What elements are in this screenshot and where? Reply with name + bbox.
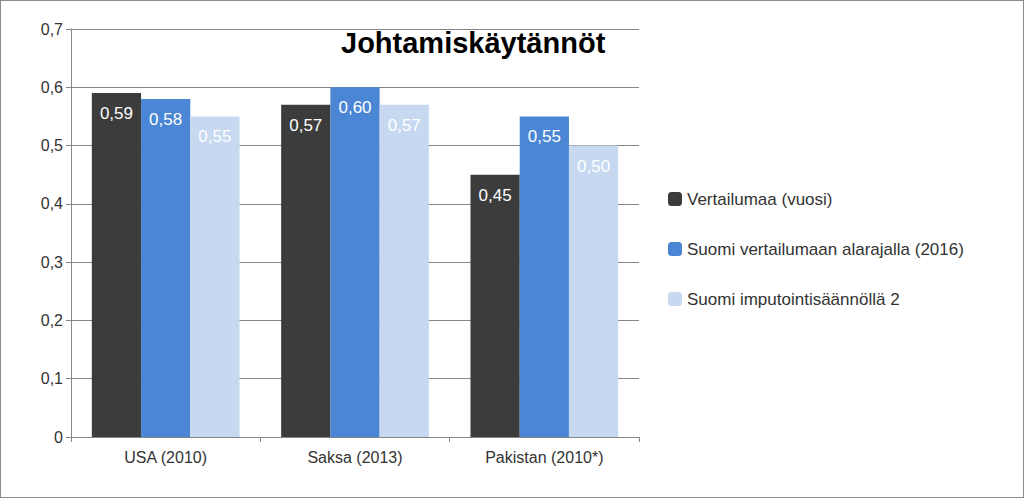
svg-text:0,58: 0,58 (149, 110, 182, 129)
svg-text:0,57: 0,57 (289, 116, 322, 135)
svg-text:Suomi vertailumaan alarajalla: Suomi vertailumaan alarajalla (2016) (687, 240, 964, 259)
svg-text:0,57: 0,57 (388, 116, 421, 135)
svg-text:0,3: 0,3 (41, 254, 63, 271)
svg-text:0,7: 0,7 (41, 21, 63, 38)
svg-text:0,55: 0,55 (198, 127, 231, 146)
svg-text:0,59: 0,59 (100, 104, 133, 123)
svg-text:0,6: 0,6 (41, 79, 63, 96)
svg-text:0,1: 0,1 (41, 370, 63, 387)
svg-text:Saksa (2013): Saksa (2013) (307, 449, 402, 466)
svg-text:0,50: 0,50 (577, 157, 610, 176)
svg-text:Pakistan (2010*): Pakistan (2010*) (485, 449, 603, 466)
svg-text:USA (2010): USA (2010) (124, 449, 207, 466)
svg-text:Suomi imputointisäännöllä 2: Suomi imputointisäännöllä 2 (687, 290, 900, 309)
svg-text:0,2: 0,2 (41, 312, 63, 329)
svg-text:0,55: 0,55 (528, 127, 561, 146)
svg-text:Vertailumaa (vuosi): Vertailumaa (vuosi) (687, 190, 833, 209)
svg-text:0,5: 0,5 (41, 137, 63, 154)
svg-text:0,4: 0,4 (41, 195, 63, 212)
svg-text:0,60: 0,60 (338, 98, 371, 117)
svg-text:0,45: 0,45 (479, 186, 512, 205)
svg-text:0: 0 (54, 429, 63, 446)
svg-text:Johtamiskäytännöt: Johtamiskäytännöt (341, 27, 606, 59)
